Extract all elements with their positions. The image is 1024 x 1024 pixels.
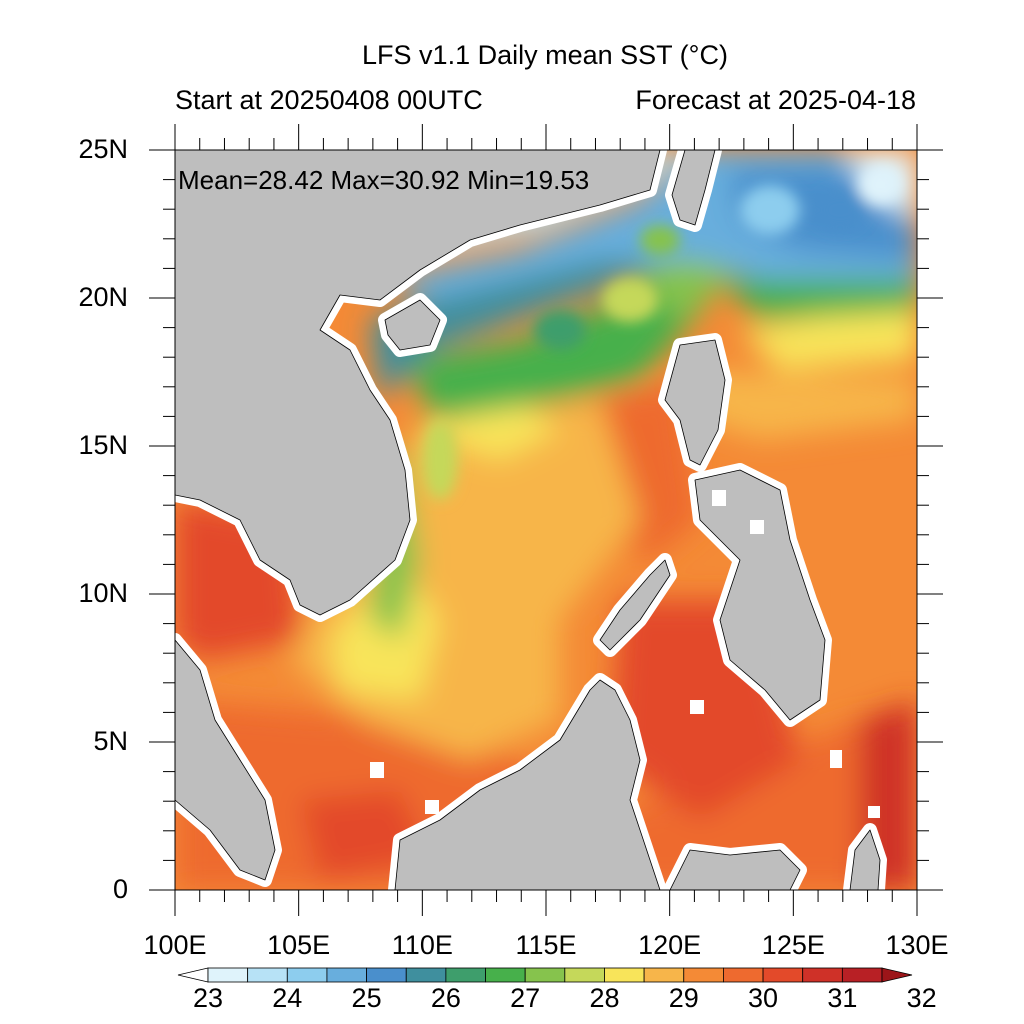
land-luzon bbox=[664, 339, 726, 466]
colorbar-box bbox=[286, 967, 328, 983]
start-time-label: Start at 20250408 00UTC bbox=[175, 85, 483, 115]
colorbar-box bbox=[485, 967, 526, 983]
y-tick-label: 10N bbox=[78, 578, 128, 608]
colorbar-box bbox=[405, 967, 447, 983]
land-south-strip bbox=[669, 849, 801, 890]
colorbar-box bbox=[762, 967, 804, 983]
y-tick-label: 5N bbox=[93, 726, 128, 756]
colorbar-box bbox=[604, 967, 645, 983]
x-tick-label: 130E bbox=[885, 930, 949, 960]
colorbar-box bbox=[643, 967, 685, 983]
forecast-date-label: Forecast at 2025-04-18 bbox=[635, 85, 916, 115]
y-tick-label: 0 bbox=[112, 874, 128, 904]
x-tick-label: 120E bbox=[638, 930, 702, 960]
colorbar-label: 24 bbox=[272, 983, 303, 1013]
land-malay-sumatra bbox=[175, 639, 276, 881]
colorbar-label: 27 bbox=[510, 983, 541, 1013]
land-hainan bbox=[384, 299, 441, 351]
colorbar-box bbox=[564, 967, 605, 983]
stats-label: Mean=28.42 Max=30.92 Min=19.53 bbox=[178, 165, 590, 195]
x-tick-label: 105E bbox=[267, 930, 331, 960]
x-tick-label: 125E bbox=[761, 930, 825, 960]
colorbar-max-arrow bbox=[881, 967, 913, 983]
colorbar-label: 32 bbox=[906, 983, 937, 1013]
colorbar-label: 25 bbox=[351, 983, 382, 1013]
land-indochina bbox=[175, 150, 661, 616]
map-title: LFS v1.1 Daily mean SST (°C) bbox=[362, 40, 728, 70]
colorbar-label: 30 bbox=[748, 983, 779, 1013]
y-tick-label: 25N bbox=[78, 134, 128, 164]
land-taiwan bbox=[671, 150, 716, 226]
x-tick-label: 110E bbox=[391, 930, 453, 960]
x-tick-label: 100E bbox=[143, 930, 207, 960]
colorbar-label: 23 bbox=[192, 983, 224, 1013]
colorbar-box bbox=[326, 967, 367, 983]
land-sulawesi bbox=[849, 829, 881, 890]
colorbar-label: 28 bbox=[589, 983, 620, 1013]
colorbar-box bbox=[524, 967, 566, 983]
colorbar-box bbox=[841, 967, 883, 983]
land-borneo bbox=[394, 679, 661, 890]
colorbar-box bbox=[247, 967, 288, 983]
colorbar-label: 26 bbox=[430, 983, 461, 1013]
colorbar bbox=[177, 967, 913, 983]
colorbar-box bbox=[366, 967, 407, 983]
y-tick-label: 15N bbox=[78, 430, 128, 460]
colorbar-box bbox=[802, 967, 843, 983]
colorbar-box bbox=[723, 967, 764, 983]
map-frame bbox=[149, 124, 943, 916]
colorbar-label: 29 bbox=[668, 983, 699, 1013]
land-masses bbox=[175, 150, 887, 890]
land-palawan bbox=[599, 559, 671, 651]
colorbar-min-arrow bbox=[177, 967, 209, 983]
colorbar-box bbox=[207, 967, 249, 983]
colorbar-box bbox=[683, 967, 724, 983]
colorbar-label: 31 bbox=[827, 983, 858, 1013]
x-tick-label: 115E bbox=[515, 930, 577, 960]
y-tick-label: 20N bbox=[78, 282, 128, 312]
sst-eddies bbox=[422, 165, 902, 500]
colorbar-box bbox=[445, 967, 486, 983]
land-mindanao bbox=[694, 469, 826, 721]
